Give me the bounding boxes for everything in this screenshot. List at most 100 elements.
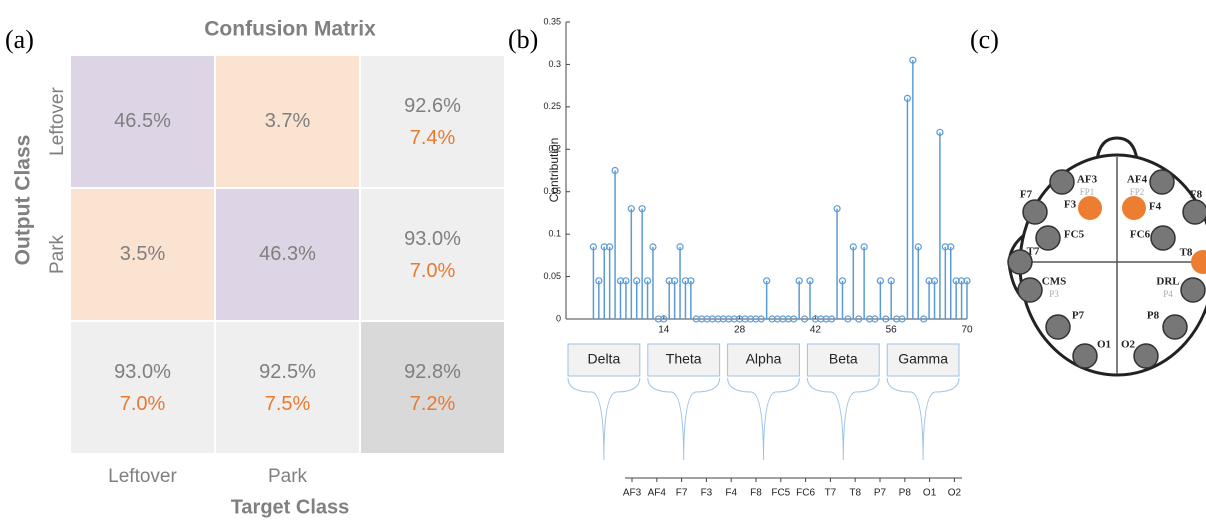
cell-value: 92.8% <box>404 361 461 383</box>
x-axis-title: Target Class <box>231 496 350 518</box>
electrode <box>1163 315 1187 339</box>
channel-label: T8 <box>849 488 861 499</box>
band-label: Alpha <box>746 351 782 367</box>
channel-label: F4 <box>725 488 737 499</box>
channel-label: P8 <box>899 488 912 499</box>
electrode-label: F7 <box>1020 189 1033 201</box>
y-tick-label: 0.35 <box>543 16 561 26</box>
electrode <box>1036 226 1060 250</box>
electrode <box>1046 315 1070 339</box>
electrode <box>1134 344 1158 368</box>
matrix-cell <box>361 322 504 453</box>
cell-value: 93.0% <box>404 228 461 250</box>
matrix-cell <box>71 322 214 453</box>
electrode-sublabel: FP2 <box>1130 187 1145 197</box>
panel-label: (c) <box>970 25 999 54</box>
error-rate: 7.4% <box>410 127 456 149</box>
y-tick-label: 0.25 <box>543 101 561 111</box>
row-label: Park <box>47 234 68 274</box>
x-tick-label: 28 <box>734 325 746 336</box>
channel-label: AF4 <box>648 488 667 499</box>
col-label: Leftover <box>108 466 177 487</box>
x-tick-label: 56 <box>886 325 898 336</box>
active-electrode <box>1122 196 1146 220</box>
matrix-title: Confusion Matrix <box>204 18 376 41</box>
y-tick-label: 0 <box>556 313 561 323</box>
electrode-label: AF3 <box>1077 174 1098 186</box>
error-rate: 7.0% <box>410 260 456 282</box>
electrode-label: AF4 <box>1127 174 1148 186</box>
electrode-label: O2 <box>1121 339 1136 351</box>
band-label: Theta <box>666 351 702 367</box>
cell-value: 92.5% <box>259 361 316 383</box>
band-bracket <box>568 378 640 460</box>
cell-value: 92.6% <box>404 95 461 117</box>
y-tick-label: 0.15 <box>543 186 561 196</box>
electrode <box>1023 200 1047 224</box>
cell-value: 3.7% <box>265 110 311 132</box>
electrode <box>1181 278 1205 302</box>
error-rate: 7.0% <box>120 393 166 415</box>
x-tick-label: 70 <box>961 325 973 336</box>
electrode-label: T8 <box>1180 247 1193 259</box>
error-rate: 7.5% <box>265 393 311 415</box>
electrode <box>1050 170 1074 194</box>
channel-label: F8 <box>750 488 762 499</box>
x-tick-label: 42 <box>810 325 822 336</box>
electrode-label: P8 <box>1147 310 1160 322</box>
band-bracket <box>807 378 879 460</box>
band-label: Beta <box>829 351 858 367</box>
electrode-label: T7 <box>1027 246 1040 258</box>
electrode-sublabel: P4 <box>1163 289 1173 299</box>
error-rate: 7.2% <box>410 393 456 415</box>
channel-label: FC6 <box>796 488 815 499</box>
matrix-cell <box>216 322 359 453</box>
electrode <box>1150 170 1174 194</box>
active-electrode <box>1078 196 1102 220</box>
electrode-label: FC5 <box>1064 229 1085 241</box>
channel-label: O2 <box>948 488 962 499</box>
x-tick-label: 14 <box>658 325 670 336</box>
cell-value: 46.3% <box>259 243 316 265</box>
electrode <box>1151 226 1175 250</box>
band-label: Gamma <box>898 351 948 367</box>
channel-label: F7 <box>676 488 688 499</box>
cell-value: 3.5% <box>120 243 166 265</box>
matrix-cell <box>361 56 504 187</box>
band-bracket <box>887 378 959 460</box>
channel-label: AF3 <box>623 488 642 499</box>
channel-label: P7 <box>874 488 887 499</box>
electrode-label: F4 <box>1149 201 1162 213</box>
channel-label: O1 <box>923 488 937 499</box>
cell-value: 46.5% <box>114 110 171 132</box>
electrode-sublabel: P3 <box>1049 289 1059 299</box>
channel-label: T7 <box>825 488 837 499</box>
y-tick-label: 0.05 <box>543 271 561 281</box>
y-tick-label: 0.2 <box>548 144 561 154</box>
band-bracket <box>648 378 720 460</box>
electrode-label: O1 <box>1097 339 1111 351</box>
electrode-label: DRL <box>1156 276 1179 288</box>
y-tick-label: 0.3 <box>548 59 561 69</box>
electrode-label: F8 <box>1190 189 1203 201</box>
electrode-label: FC6 <box>1130 229 1151 241</box>
panel-label: (a) <box>5 25 34 54</box>
electrode <box>1183 200 1206 224</box>
y-tick-label: 0.1 <box>548 229 561 239</box>
cell-value: 93.0% <box>114 361 171 383</box>
channel-label: F3 <box>701 488 713 499</box>
y-axis-title: Output Class <box>12 135 35 266</box>
electrode <box>1018 278 1042 302</box>
matrix-cell <box>361 189 504 320</box>
band-bracket <box>728 378 800 460</box>
electrode-label: CMS <box>1042 276 1066 288</box>
channel-label: FC5 <box>771 488 790 499</box>
electrode-sublabel: FP1 <box>1080 187 1095 197</box>
electrode-label: P7 <box>1072 310 1085 322</box>
electrode <box>1073 344 1097 368</box>
electrode-label: F3 <box>1064 199 1077 211</box>
panel-label: (b) <box>508 25 538 54</box>
col-label: Park <box>268 466 308 487</box>
band-label: Delta <box>588 351 621 367</box>
figure: (a) (b) (c) Confusion Matrix Output Clas… <box>0 0 1206 520</box>
